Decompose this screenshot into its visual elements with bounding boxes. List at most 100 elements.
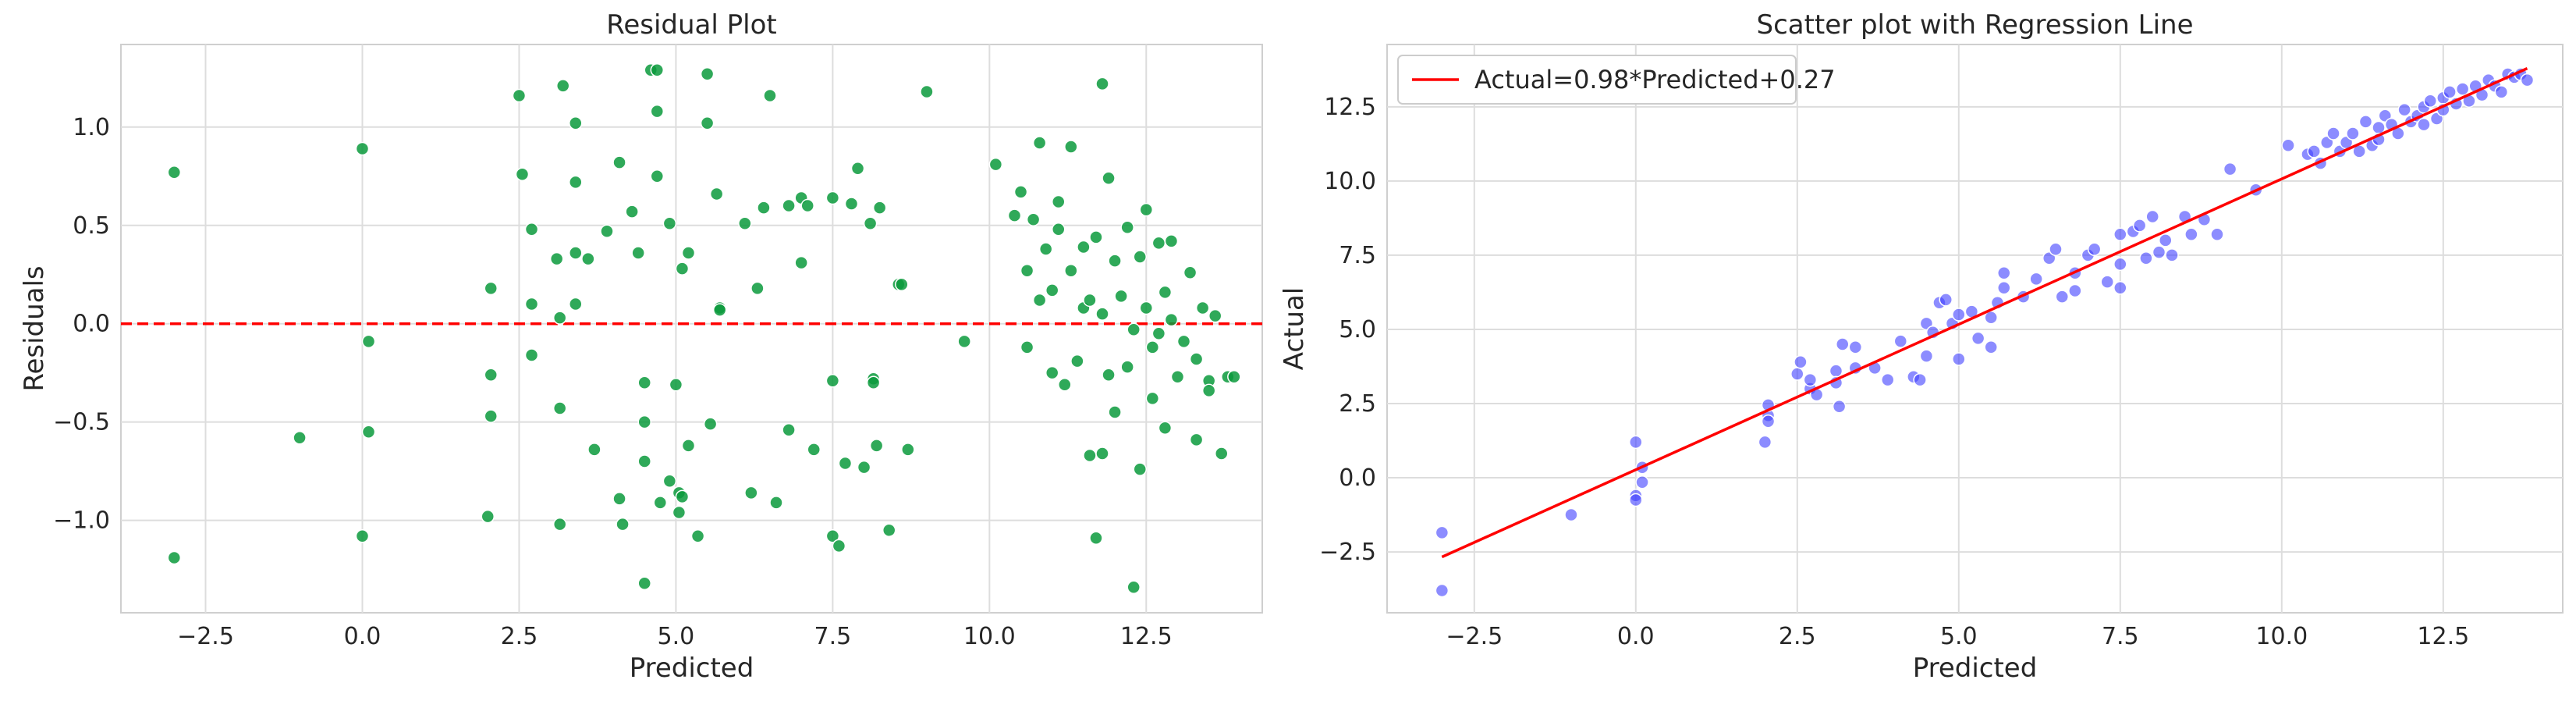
data-point [1790, 367, 1804, 381]
data-point [1095, 76, 1109, 91]
data-point [484, 368, 499, 382]
data-point [2417, 117, 2431, 132]
data-point [1195, 301, 1210, 315]
data-point [750, 281, 765, 296]
data-point [555, 79, 570, 93]
data-point [1564, 507, 1578, 522]
x-tick-label: 2.5 [501, 623, 538, 650]
y-tick-label: 5.0 [1339, 316, 1376, 343]
data-point [1077, 240, 1091, 254]
data-point [2049, 242, 2063, 257]
data-point [901, 443, 915, 457]
data-point [866, 375, 881, 390]
data-point [361, 425, 376, 439]
data-point [355, 141, 370, 156]
data-point [675, 261, 690, 276]
data-point [757, 201, 771, 215]
data-point [1176, 334, 1191, 349]
data-point [662, 216, 677, 230]
data-point [293, 431, 307, 445]
data-point [863, 216, 878, 230]
data-point [552, 517, 567, 532]
data-point [524, 348, 539, 362]
data-point [1170, 369, 1185, 384]
data-point [744, 486, 758, 500]
data-point [1158, 285, 1173, 300]
data-point [988, 157, 1003, 172]
data-point [825, 190, 840, 205]
data-point [1997, 280, 2011, 295]
data-point [782, 198, 796, 213]
y-tick-label: −2.5 [1319, 539, 1376, 566]
data-point [769, 496, 783, 510]
data-point [637, 454, 651, 468]
data-point [1435, 583, 1449, 598]
data-point [782, 422, 796, 437]
x-tick-label: 5.0 [1940, 623, 1978, 650]
data-point [2184, 227, 2198, 242]
data-point [763, 88, 777, 103]
x-tick-label: 12.5 [1120, 623, 1173, 650]
data-point [1058, 378, 1072, 392]
data-point [1083, 448, 1097, 463]
data-point [832, 539, 846, 553]
data-point [681, 246, 696, 260]
regression-plot-y-axis-label: Actual [1279, 287, 1310, 371]
data-point [2113, 280, 2127, 295]
data-point [2520, 73, 2535, 87]
data-point [650, 62, 665, 77]
data-point [637, 414, 651, 429]
data-point [1971, 331, 1985, 346]
data-point [625, 205, 639, 219]
data-point [1952, 308, 1966, 322]
data-point [1761, 414, 1776, 429]
data-point [1164, 312, 1179, 327]
data-point [1158, 421, 1173, 435]
data-point [1020, 263, 1034, 278]
data-point [1032, 293, 1047, 308]
x-tick-label: 10.0 [2255, 623, 2308, 650]
data-point [1032, 136, 1047, 150]
regression-plot-legend: Actual=0.98*Predicted+0.27 [1397, 55, 1836, 105]
data-point [2159, 233, 2173, 247]
data-point [1133, 250, 1147, 264]
data-point [484, 409, 499, 423]
y-tick-label: 10.0 [1324, 168, 1376, 195]
data-point [675, 489, 690, 504]
data-point [2210, 227, 2224, 242]
regression-plot-x-axis-label: Predicted [1913, 653, 2038, 684]
data-point [920, 84, 934, 99]
data-point [662, 474, 677, 488]
regression-line [1441, 67, 2528, 559]
data-point [1070, 354, 1084, 368]
y-tick-label: 12.5 [1324, 94, 1376, 121]
legend-box [1397, 55, 1797, 105]
x-tick-label: −2.5 [177, 623, 234, 650]
residual-plot-points [121, 62, 1262, 595]
data-point [1208, 308, 1222, 323]
x-tick-label: 10.0 [963, 623, 1016, 650]
data-point [1201, 383, 1216, 398]
regression-plot-points [1435, 67, 2535, 598]
data-point [167, 550, 182, 565]
data-point [2494, 85, 2509, 99]
data-point [794, 255, 808, 270]
data-point [600, 224, 614, 239]
x-tick-label: −2.5 [1446, 623, 1503, 650]
y-tick-label: 1.0 [73, 114, 110, 141]
data-point [2281, 138, 2295, 153]
data-point [2152, 245, 2166, 259]
data-point [1227, 369, 1241, 384]
data-point [569, 297, 583, 311]
y-tick-label: −0.5 [53, 409, 110, 436]
data-point [807, 443, 821, 457]
data-point [1952, 352, 1966, 366]
data-point [361, 334, 376, 349]
data-point [1108, 405, 1122, 419]
x-tick-label: 12.5 [2417, 623, 2469, 650]
data-point [612, 155, 626, 169]
data-point [1829, 364, 1843, 378]
data-point [1045, 365, 1059, 380]
